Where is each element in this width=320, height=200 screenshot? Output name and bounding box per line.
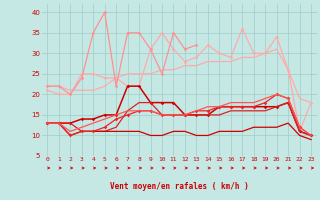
X-axis label: Vent moyen/en rafales ( km/h ): Vent moyen/en rafales ( km/h ): [110, 182, 249, 191]
